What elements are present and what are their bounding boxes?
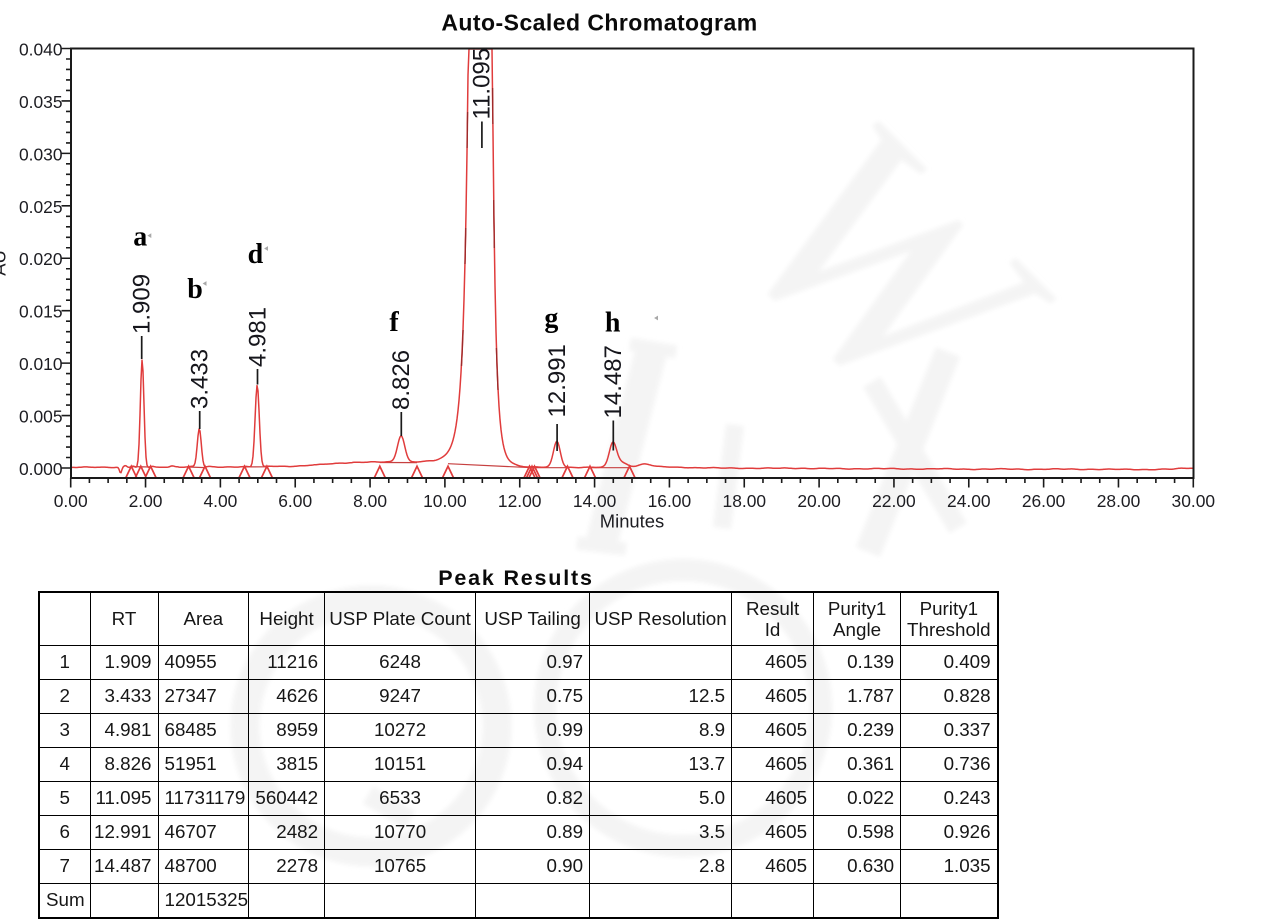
svg-text:8.826: 8.826: [388, 350, 415, 410]
svg-text:14.487: 14.487: [600, 345, 627, 418]
svg-text:11.095: 11.095: [469, 48, 496, 120]
svg-text:f: f: [389, 307, 399, 338]
svg-text:d: d: [248, 239, 264, 270]
svg-text:a: a: [133, 222, 147, 253]
svg-text:h: h: [605, 308, 621, 339]
svg-text:0.040: 0.040: [19, 40, 63, 60]
svg-text:4.981: 4.981: [244, 307, 271, 367]
svg-text:1.909: 1.909: [129, 274, 156, 334]
svg-text:10.00: 10.00: [423, 491, 467, 511]
svg-text:g: g: [544, 303, 558, 334]
svg-text:0.035: 0.035: [19, 92, 63, 112]
svg-text:8.00: 8.00: [353, 491, 387, 511]
svg-text:26.00: 26.00: [1022, 491, 1066, 511]
svg-text:0.025: 0.025: [19, 197, 63, 217]
svg-text:6.00: 6.00: [278, 491, 312, 511]
svg-text:24.00: 24.00: [947, 491, 991, 511]
svg-text:3.433: 3.433: [187, 349, 214, 409]
svg-text:Auto-Scaled Chromatogram: Auto-Scaled Chromatogram: [441, 10, 757, 36]
svg-text:0.005: 0.005: [19, 407, 63, 427]
svg-text:12.00: 12.00: [498, 491, 542, 511]
svg-text:0.020: 0.020: [19, 249, 63, 269]
svg-text:0.030: 0.030: [19, 144, 63, 164]
svg-text:b: b: [187, 274, 203, 305]
svg-text:Minutes: Minutes: [600, 511, 664, 532]
svg-text:0.00: 0.00: [54, 491, 88, 511]
svg-text:0.010: 0.010: [19, 354, 63, 374]
svg-text:18.00: 18.00: [723, 491, 767, 511]
svg-text:12.991: 12.991: [544, 344, 571, 417]
svg-text:AU: AU: [0, 250, 10, 276]
svg-text:4.00: 4.00: [203, 491, 237, 511]
svg-text:22.00: 22.00: [872, 491, 916, 511]
svg-text:0.015: 0.015: [19, 302, 63, 322]
svg-text:16.00: 16.00: [648, 491, 692, 511]
svg-text:2.00: 2.00: [129, 491, 163, 511]
svg-text:30.00: 30.00: [1172, 491, 1216, 511]
svg-text:0.000: 0.000: [19, 459, 63, 479]
svg-text:14.00: 14.00: [573, 491, 617, 511]
svg-text:20.00: 20.00: [797, 491, 841, 511]
svg-text:28.00: 28.00: [1097, 491, 1141, 511]
